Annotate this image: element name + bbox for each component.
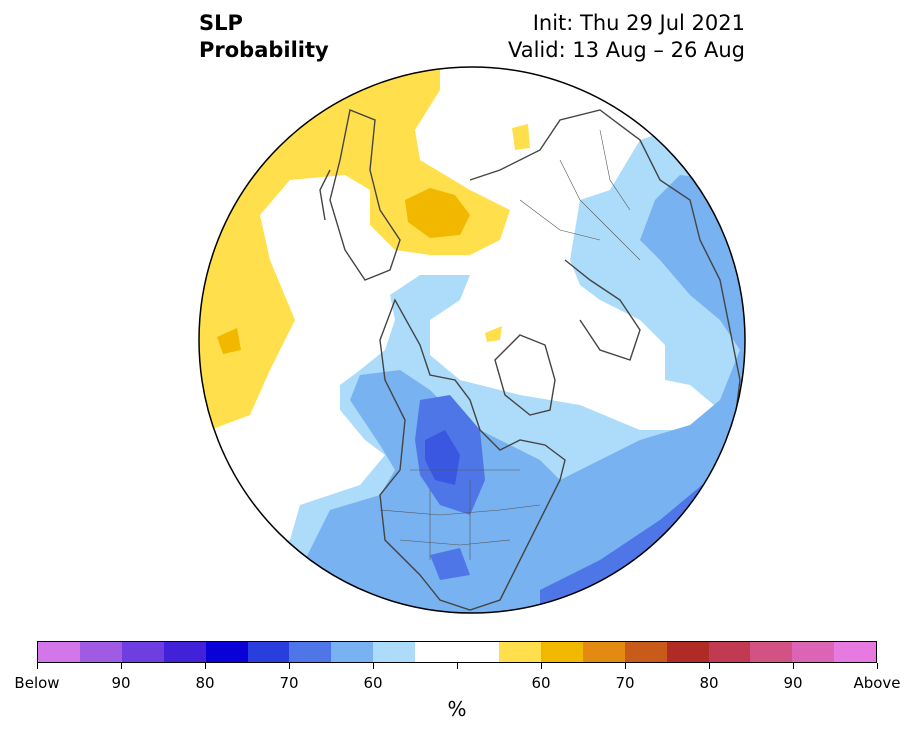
colorbar-cell xyxy=(624,642,667,662)
title-line-variable: SLP xyxy=(199,11,243,35)
colorbar-tick-mark xyxy=(877,663,878,669)
above-60-region-sm xyxy=(485,326,502,342)
colorbar-cell xyxy=(331,642,374,662)
colorbar-cell xyxy=(792,642,835,662)
forecast-dates: Init: Thu 29 Jul 2021 Valid: 13 Aug – 26… xyxy=(508,10,745,64)
polar-map xyxy=(198,66,746,614)
colorbar-tick-label: Above xyxy=(853,674,901,692)
colorbar-tick-label: 60 xyxy=(363,674,383,692)
colorbar-cell xyxy=(205,642,248,662)
colorbar xyxy=(37,641,877,663)
colorbar-tick-mark xyxy=(541,663,542,669)
colorbar-cell xyxy=(79,642,122,662)
colorbar-tick-mark xyxy=(205,663,206,669)
colorbar-cell xyxy=(38,642,80,662)
valid-range: Valid: 13 Aug – 26 Aug xyxy=(507,38,745,62)
borders xyxy=(379,129,641,560)
below-75-region-canada xyxy=(425,430,460,485)
below-70-region-south xyxy=(430,548,470,580)
colorbar-cell xyxy=(834,642,877,662)
colorbar-unit: % xyxy=(447,697,467,721)
title-line-type: Probability xyxy=(199,38,329,62)
coastlines xyxy=(319,109,741,611)
colorbar-cell xyxy=(163,642,206,662)
colorbar-cell xyxy=(498,642,541,662)
colorbar-tick-label: 90 xyxy=(111,674,131,692)
colorbar-cell xyxy=(457,642,499,662)
above-65-core-europe xyxy=(405,188,470,238)
init-date: Init: Thu 29 Jul 2021 xyxy=(532,11,745,35)
colorbar-cell xyxy=(750,642,793,662)
colorbar-tick-mark xyxy=(793,663,794,669)
map-boundary xyxy=(198,66,746,614)
colorbar-tick-mark xyxy=(709,663,710,669)
colorbar-tick-label: 60 xyxy=(531,674,551,692)
colorbar-cell xyxy=(415,642,458,662)
colorbar-tick-label: Below xyxy=(14,674,60,692)
colorbar-cell xyxy=(708,642,751,662)
probability-shading xyxy=(199,67,745,613)
colorbar-cell xyxy=(582,642,625,662)
colorbar-tick-mark xyxy=(37,663,38,669)
above-60-region-ne xyxy=(512,124,530,150)
colorbar-cell xyxy=(247,642,290,662)
above-65-core-atlantic xyxy=(217,328,241,354)
colorbar-cell xyxy=(121,642,164,662)
below-65-region xyxy=(300,175,745,613)
colorbar-cell xyxy=(540,642,583,662)
colorbar-cell xyxy=(666,642,709,662)
colorbar-tick-label: 80 xyxy=(195,674,215,692)
colorbar-tick-mark xyxy=(373,663,374,669)
colorbar-tick-mark xyxy=(625,663,626,669)
colorbar-tick-mark xyxy=(457,663,458,669)
colorbar-tick-mark xyxy=(289,663,290,669)
colorbar-cell xyxy=(373,642,416,662)
colorbar-tick-label: 90 xyxy=(783,674,803,692)
colorbar-tick-label: 70 xyxy=(615,674,635,692)
map-title: SLP Probability xyxy=(199,10,329,64)
colorbar-cell xyxy=(289,642,332,662)
colorbar-tick-mark xyxy=(121,663,122,669)
colorbar-tick-label: 70 xyxy=(279,674,299,692)
colorbar-tick-label: 80 xyxy=(699,674,719,692)
